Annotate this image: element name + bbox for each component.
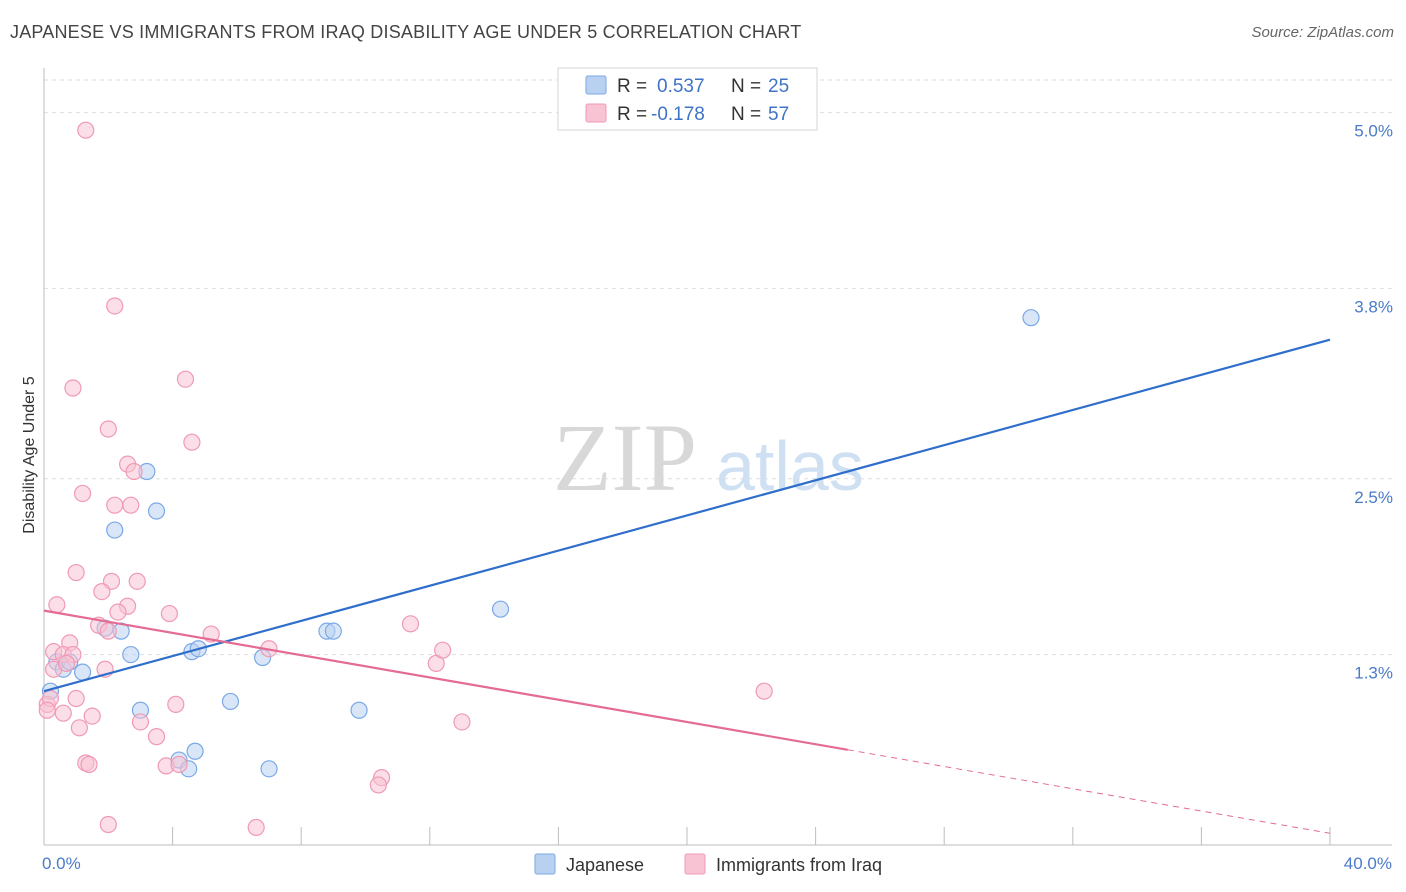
x-tick-min: 0.0% — [42, 854, 81, 873]
point-iraq — [401, 615, 420, 633]
point-japanese — [147, 502, 166, 520]
point-japanese — [186, 742, 204, 760]
y-tick-label: 5.0% — [1354, 122, 1393, 141]
points-layer — [38, 121, 1040, 837]
point-iraq — [183, 433, 201, 451]
point-japanese — [122, 645, 140, 664]
bottom-legend-swatch-iraq — [684, 853, 706, 875]
point-iraq — [122, 496, 140, 514]
point-iraq — [170, 755, 188, 774]
point-iraq — [93, 582, 111, 601]
point-iraq — [38, 701, 56, 719]
point-iraq — [369, 776, 387, 794]
legend-r-value-iraq: -0.178 — [651, 104, 705, 125]
point-iraq — [64, 379, 82, 397]
point-iraq — [54, 704, 72, 722]
legend-n-label-iraq: N = — [731, 104, 761, 125]
axis-layer: 1.3% 2.5% 3.8% 5.0% — [43, 68, 1393, 846]
point-japanese — [106, 521, 124, 539]
y-tick-label: 1.3% — [1354, 664, 1393, 683]
y-axis-title: Disability Age Under 5 — [21, 376, 38, 534]
bottom-legend-swatch-japanese — [534, 853, 556, 875]
legend-n-value-iraq: 57 — [768, 104, 789, 125]
point-japanese — [260, 760, 278, 778]
point-iraq — [147, 728, 166, 746]
trendline-iraq — [43, 609, 848, 751]
grid-layer — [44, 79, 1392, 656]
point-japanese — [324, 622, 342, 640]
point-iraq — [67, 689, 85, 708]
trend-layer — [43, 338, 1331, 834]
point-iraq — [57, 654, 76, 672]
point-iraq — [83, 707, 101, 725]
point-iraq — [755, 682, 773, 700]
point-japanese — [1022, 309, 1040, 327]
trendline-iraq-extension — [847, 749, 1331, 834]
trendline-japanese — [43, 338, 1331, 693]
point-iraq — [77, 121, 95, 139]
stats-legend: R = 0.537 N = 25 R = -0.178 N = 57 — [557, 67, 818, 131]
legend-swatch-iraq — [585, 103, 607, 123]
point-iraq — [160, 604, 178, 623]
chart-title: JAPANESE VS IMMIGRANTS FROM IRAQ DISABIL… — [10, 22, 802, 42]
point-iraq — [106, 297, 124, 315]
point-iraq — [106, 496, 124, 514]
point-iraq — [131, 713, 150, 731]
point-japanese — [73, 663, 92, 681]
watermark-atlas: atlas — [716, 427, 864, 505]
legend-r-label-japanese: R = — [617, 76, 647, 97]
point-japanese — [221, 692, 240, 711]
chart-source: Source: ZipAtlas.com — [1251, 24, 1394, 41]
point-iraq — [99, 815, 117, 834]
legend-r-value-japanese: 0.537 — [657, 76, 705, 97]
point-japanese — [491, 600, 510, 618]
point-iraq — [109, 603, 127, 621]
series-legend: Japanese Immigrants from Iraq — [534, 853, 882, 875]
legend-n-value-japanese: 25 — [768, 76, 789, 97]
point-iraq — [73, 484, 92, 503]
point-iraq — [99, 622, 117, 640]
point-iraq — [128, 572, 146, 590]
point-iraq — [125, 462, 143, 481]
watermark-zip: ZIP — [553, 404, 697, 511]
point-iraq — [67, 563, 85, 582]
legend-r-label-iraq: R = — [617, 104, 647, 125]
y-tick-label: 2.5% — [1354, 488, 1393, 507]
legend-swatch-japanese — [585, 75, 607, 95]
bottom-legend-label-japanese: Japanese — [566, 855, 644, 875]
y-tick-label: 3.8% — [1354, 297, 1393, 316]
point-iraq — [48, 596, 66, 614]
point-iraq — [176, 370, 195, 388]
point-iraq — [99, 420, 117, 438]
point-iraq — [167, 695, 185, 713]
watermark: ZIP atlas — [553, 404, 864, 511]
point-iraq — [247, 818, 265, 837]
legend-n-label-japanese: N = — [731, 76, 761, 97]
point-iraq — [453, 713, 471, 731]
bottom-legend-label-iraq: Immigrants from Iraq — [716, 855, 882, 875]
point-iraq — [70, 719, 88, 737]
point-japanese — [350, 701, 368, 719]
point-iraq — [434, 641, 452, 659]
point-iraq — [80, 755, 98, 774]
x-tick-max: 40.0% — [1344, 854, 1392, 873]
